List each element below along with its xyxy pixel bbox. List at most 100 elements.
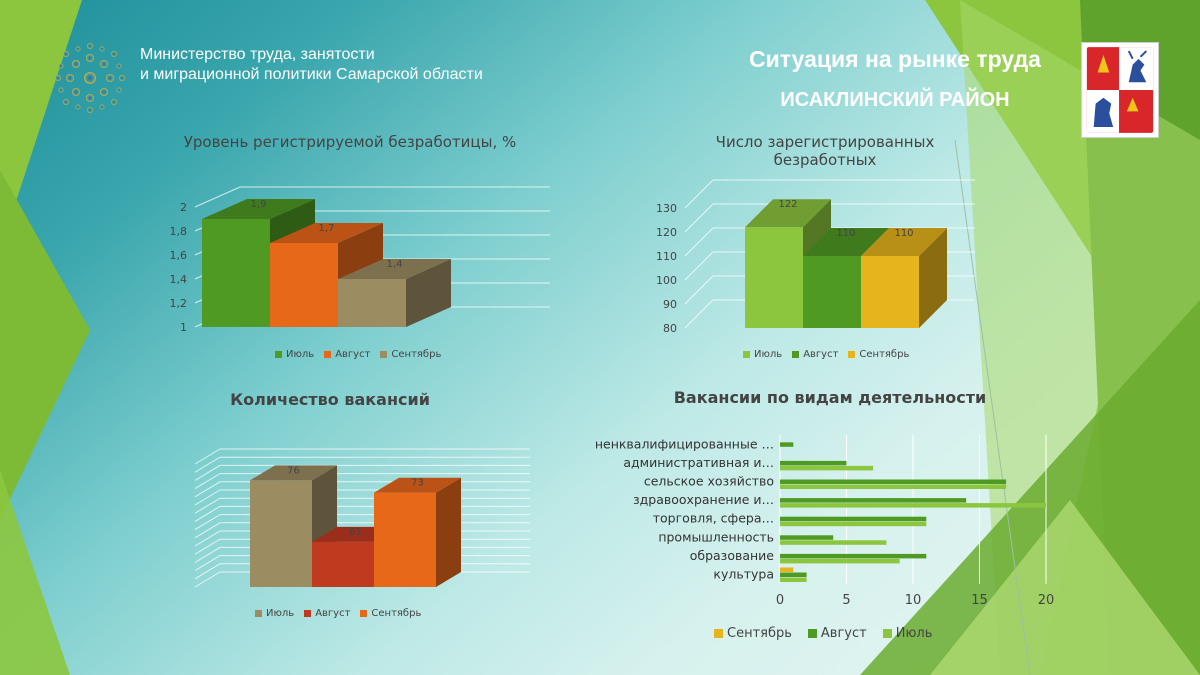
sector-xtick-label: 10 [905, 593, 922, 608]
sector-category-label: административная и… [623, 455, 774, 470]
chart-registered-ytick-label: 90 [663, 298, 677, 311]
chart-registered-ytick-label: 120 [656, 226, 677, 239]
chart-registered-bar [745, 227, 803, 328]
chart-unemployment-data-label: 1,7 [319, 223, 335, 234]
chart-registered-gridline [684, 179, 975, 209]
sector-category-label: здравоохранение и… [633, 492, 774, 507]
chart-registered-gridline [684, 203, 975, 233]
chart-unemployment-gridline [194, 186, 550, 208]
chart-vacancies-by-sector: 0 5 10 15 20 ненквалифицированные … администра… [595, 435, 1055, 608]
chart-registered-legend-item: Сентябрь [848, 349, 909, 360]
chart-registered-title-line2: безработных [773, 151, 877, 169]
district-name: ИСАКЛИНСКИЙ РАЙОН [780, 89, 1010, 111]
chart-sectors-legend-swatch [807, 629, 817, 638]
sector-category-label: промышленность [658, 529, 774, 544]
chart-vacancies-legend-swatch [255, 610, 262, 617]
chart-registered-legend-item: Август [792, 349, 838, 360]
chart-vacancies-legend-label: Июль [266, 608, 295, 619]
chart-registered-legend-label: Август [803, 349, 839, 360]
chart-vacancies-count: 76 61 73 [194, 448, 530, 588]
ministry-logo [55, 43, 125, 113]
chart-unemployment-data-label: 1,4 [387, 259, 403, 270]
chart-registered-legend-label: Сентябрь [859, 349, 910, 360]
chart-registered-bar-top [803, 228, 889, 256]
sector-category-label: ненквалифицированные … [595, 436, 774, 451]
chart-registered-legend-swatch [792, 351, 800, 358]
chart-registered-title: Число зарегистрированных безработных [660, 133, 990, 169]
chart-vacancies-data-label: 61 [349, 527, 362, 538]
sector-bar [780, 442, 794, 447]
sector-category-label: сельское хозяйство [644, 474, 774, 489]
chart-registered-ytick-label: 130 [656, 202, 677, 215]
sector-xtick-label: 15 [971, 593, 988, 608]
sector-bar [780, 460, 847, 466]
chart-registered-legend: Июль Август Сентябрь [743, 349, 909, 360]
sector-bar [780, 567, 794, 572]
chart-sectors-legend-swatch [882, 629, 892, 638]
chart-vacancies-legend-item: Сентябрь [360, 608, 421, 619]
chart-vacancies-data-label: 76 [287, 465, 300, 476]
chart-unemployment-bar-top [270, 223, 383, 243]
chart-vacancies-bar [250, 480, 312, 587]
left-green-triangle [0, 0, 82, 250]
chart-unemployment-legend-swatch [275, 351, 282, 358]
sector-bar [780, 503, 1046, 508]
chart-vacancies-gridline [194, 456, 530, 473]
sector-bar [780, 479, 1007, 484]
chart-unemployment-rate: 1 1,2 1,4 1,6 1,8 2 1,9 1,7 1,4 [170, 186, 550, 334]
chart-vacancies-bar-top [374, 477, 461, 493]
chart-unemployment-legend-item: Август [324, 349, 370, 360]
sector-category-label: торговля, сфера… [653, 511, 774, 526]
chart-unemployment-legend-label: Август [335, 349, 371, 360]
chart-unemployment-ytick-label: 1,4 [170, 273, 188, 286]
sector-category-label: образование [690, 548, 775, 563]
chart-vacancies-legend-item: Август [304, 608, 350, 619]
chart-registered-title-line1: Число зарегистрированных [715, 133, 935, 151]
chart-unemployment-legend-label: Июль [286, 349, 315, 360]
left-green-band [0, 170, 90, 520]
sector-bar [780, 521, 927, 527]
chart-registered-data-label: 110 [836, 228, 855, 239]
chart-registered-bar-top [745, 199, 831, 228]
chart-registered-bar [861, 256, 919, 328]
chart-registered-data-label: 122 [778, 199, 797, 210]
chart-unemployment-bar-side [406, 259, 451, 327]
chart-sectors-legend-item: Август [807, 626, 867, 641]
sector-bar [780, 516, 927, 522]
chart-registered-bar-top [861, 228, 947, 256]
chart-vacancies-legend-label: Август [315, 608, 351, 619]
chart-registered-ytick-label: 110 [656, 250, 677, 263]
chart-unemployment-ytick-label: 1,8 [170, 225, 188, 238]
chart-registered-bar [803, 256, 861, 328]
chart-registered-ytick-label: 80 [663, 322, 677, 335]
chart-vacancies-gridline [194, 448, 530, 465]
ministry-name-line2: и миграционной политики Самарской област… [140, 66, 483, 83]
chart-vacancies-gridline [194, 473, 530, 490]
sector-xtick-label: 20 [1038, 593, 1055, 608]
chart-vacancies-legend-label: Сентябрь [371, 608, 422, 619]
chart-vacancies-bar [374, 492, 436, 587]
sector-xtick-label: 0 [776, 593, 784, 608]
chart-registered-bar-side [919, 228, 947, 328]
chart-unemployment-ytick-label: 2 [180, 201, 187, 214]
chart-unemployment-bar [202, 219, 270, 327]
chart-unemployment-ytick-label: 1 [180, 321, 187, 334]
chart-unemployment-bar [338, 279, 406, 327]
chart-unemployment-legend: Июль Август Сентябрь [275, 349, 441, 360]
chart-unemployment-legend-item: Сентябрь [380, 349, 441, 360]
chart-sectors-legend-item: Сентябрь [714, 626, 792, 641]
sector-bar [780, 553, 927, 559]
chart-unemployment-title: Уровень регистрируемой безработицы, % [183, 133, 517, 151]
chart-unemployment-data-label: 1,9 [251, 199, 267, 210]
ministry-name-line1: Министерство труда, занятости [140, 46, 375, 63]
chart-unemployment-ytick-label: 1,2 [170, 297, 188, 310]
chart-vacancies-title: Количество вакансий [230, 390, 430, 409]
ministry-name: Министерство труда, занятости и миграцио… [140, 45, 483, 85]
chart-vacancies-data-label: 73 [411, 478, 424, 489]
chart-registered-legend-swatch [848, 351, 856, 358]
chart-unemployment-bar-top [202, 199, 315, 219]
chart-vacancies-legend-swatch [304, 610, 312, 617]
sector-xtick-label: 5 [842, 593, 850, 608]
chart-vacancies-bar [312, 541, 374, 587]
chart-vacancies-bar-top [250, 465, 337, 481]
